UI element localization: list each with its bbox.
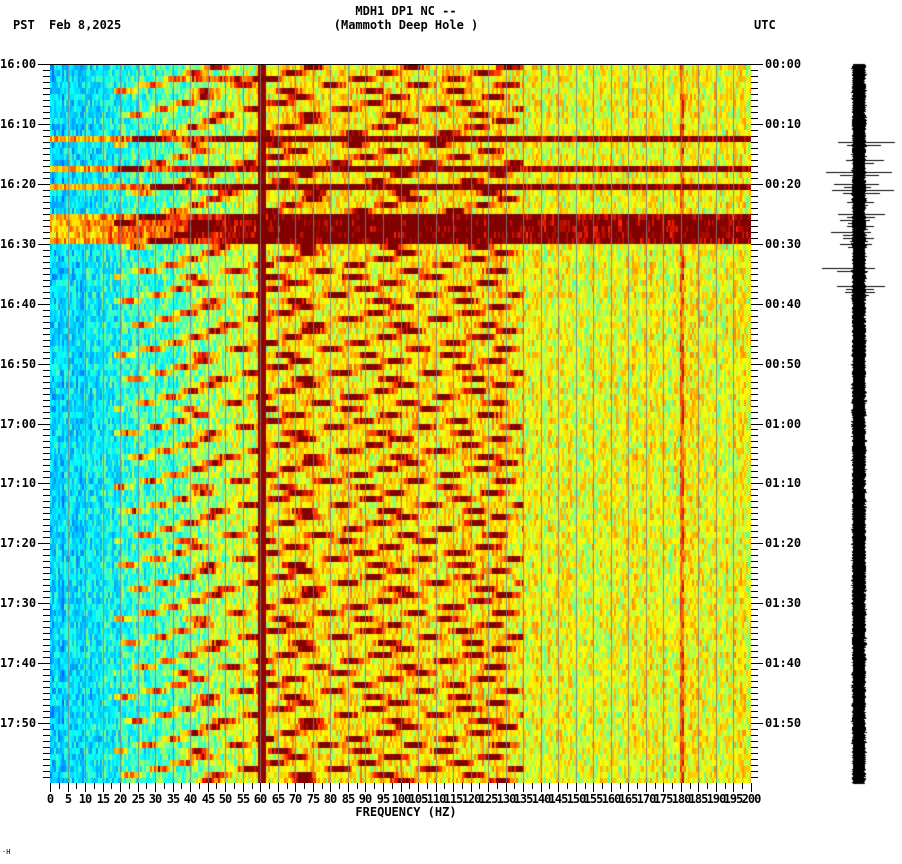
- x-tick-label: 165: [618, 792, 639, 806]
- x-tick-label: 50: [218, 792, 232, 806]
- y-tick-right-label: 00:20: [765, 177, 802, 191]
- spectrogram-canvas: [50, 64, 751, 783]
- y-tick-right-label: 01:30: [765, 596, 802, 610]
- right-timezone-label: UTC: [754, 18, 776, 32]
- x-tick-label: 60: [253, 792, 267, 806]
- x-tick-label: 85: [341, 792, 355, 806]
- y-tick-left-label: 16:40: [0, 297, 37, 311]
- spectrogram-plot: [50, 64, 751, 783]
- y-tick-left-label: 16:20: [0, 177, 37, 191]
- x-tick-label: 100: [391, 792, 412, 806]
- x-tick-label: 70: [288, 792, 302, 806]
- x-tick-label: 35: [166, 792, 180, 806]
- x-tick-label: 150: [566, 792, 587, 806]
- x-tick-label: 200: [741, 792, 762, 806]
- x-tick-label: 65: [271, 792, 285, 806]
- x-tick-label: 140: [531, 792, 552, 806]
- y-tick-right-label: 00:00: [765, 57, 802, 71]
- x-tick-label: 170: [636, 792, 657, 806]
- x-axis-label: FREQUENCY (HZ): [355, 805, 457, 819]
- y-tick-left-label: 16:10: [0, 117, 37, 131]
- y-tick-left-label: 17:40: [0, 656, 37, 670]
- x-tick-label: 185: [688, 792, 709, 806]
- y-tick-right-label: 01:20: [765, 536, 802, 550]
- y-tick-right-label: 01:40: [765, 656, 802, 670]
- x-tick-label: 130: [496, 792, 517, 806]
- x-tick-label: 20: [113, 792, 127, 806]
- seismogram-trace: [812, 62, 902, 786]
- x-tick-label: 80: [323, 792, 337, 806]
- y-tick-right-label: 00:40: [765, 297, 802, 311]
- footer-mark: ·H: [2, 848, 11, 856]
- y-tick-left-label: 16:50: [0, 357, 37, 371]
- x-tick-label: 45: [201, 792, 215, 806]
- x-tick-label: 10: [78, 792, 92, 806]
- x-tick-label: 105: [408, 792, 429, 806]
- x-tick-label: 90: [358, 792, 372, 806]
- x-tick-label: 0: [46, 792, 54, 806]
- station-location: (Mammoth Deep Hole ): [333, 18, 479, 32]
- x-tick-label: 40: [183, 792, 197, 806]
- x-tick-label: 75: [306, 792, 320, 806]
- x-tick-label: 5: [64, 792, 72, 806]
- x-tick-label: 120: [461, 792, 482, 806]
- x-tick-label: 125: [478, 792, 499, 806]
- y-tick-left-label: 17:30: [0, 596, 37, 610]
- y-tick-left-label: 17:20: [0, 536, 37, 550]
- x-tick-label: 135: [513, 792, 534, 806]
- x-tick-label: 110: [426, 792, 447, 806]
- station-title: MDH1 DP1 NC --: [355, 4, 457, 18]
- x-tick-label: 30: [148, 792, 162, 806]
- y-tick-right-label: 01:10: [765, 476, 802, 490]
- x-tick-label: 115: [443, 792, 464, 806]
- x-tick-label: 145: [548, 792, 569, 806]
- x-tick-label: 15: [96, 792, 110, 806]
- x-tick-label: 160: [601, 792, 622, 806]
- x-tick-label: 180: [671, 792, 692, 806]
- y-tick-left-label: 17:00: [0, 417, 37, 431]
- y-tick-right-label: 01:00: [765, 417, 802, 431]
- y-tick-left-label: 17:10: [0, 476, 37, 490]
- x-tick-label: 55: [236, 792, 250, 806]
- x-tick-label: 95: [376, 792, 390, 806]
- y-tick-right-label: 00:50: [765, 357, 802, 371]
- x-tick-label: 195: [723, 792, 744, 806]
- left-timezone-label: PST: [13, 18, 35, 32]
- y-tick-left-label: 16:00: [0, 57, 37, 71]
- y-tick-left-label: 16:30: [0, 237, 37, 251]
- x-tick-label: 155: [583, 792, 604, 806]
- date-label: Feb 8,2025: [49, 18, 122, 32]
- x-tick-label: 190: [706, 792, 727, 806]
- y-tick-right-label: 01:50: [765, 716, 802, 730]
- y-tick-left-label: 17:50: [0, 716, 37, 730]
- y-tick-right-label: 00:30: [765, 237, 802, 251]
- y-tick-right-label: 00:10: [765, 117, 802, 131]
- x-tick-label: 25: [131, 792, 145, 806]
- x-tick-label: 175: [653, 792, 674, 806]
